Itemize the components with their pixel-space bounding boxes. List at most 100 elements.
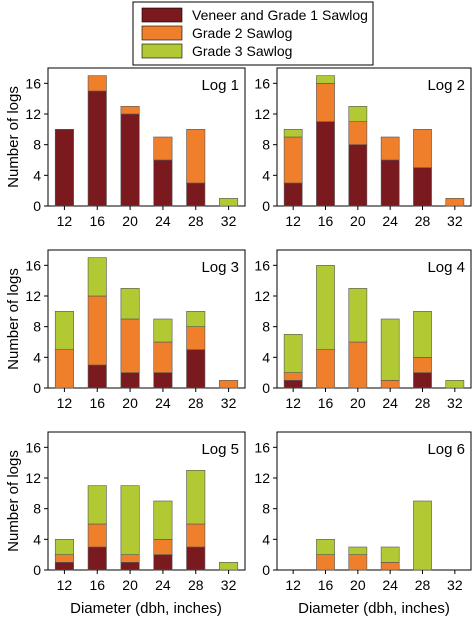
legend-label-grade2: Grade 2 Sawlog [192, 25, 292, 41]
panel-log-1: 12 16 20 24 28 32 0 4 8 12 16 Log 1 [25, 67, 246, 229]
x-tick-label: 16 [89, 213, 105, 229]
bar-grade-3-sawlog-20 [120, 288, 140, 320]
bar-grade-2-sawlog-16 [87, 295, 107, 366]
bar-veneer-and-grade-1-sawlog-28 [413, 372, 432, 389]
legend-swatch-grade3 [141, 43, 183, 59]
bar-grade-3-sawlog-12 [54, 311, 74, 350]
y-tick-label: 0 [33, 198, 41, 214]
bar-veneer-and-grade-1-sawlog-24 [153, 159, 173, 207]
x-tick-label: 32 [221, 213, 237, 229]
bar-grade-2-sawlog-16 [87, 523, 107, 548]
x-tick-label: 12 [285, 577, 301, 593]
y-tick-label: 16 [25, 75, 41, 91]
y-tick-label: 8 [33, 319, 41, 335]
bar-grade-2-sawlog-28 [186, 523, 206, 548]
bar-grade-3-sawlog-12 [283, 129, 303, 138]
y-tick-label: 0 [262, 380, 270, 396]
bar-grade-3-sawlog-32 [445, 380, 465, 389]
x-tick-label: 32 [447, 213, 463, 229]
y-tick-label: 4 [33, 167, 41, 183]
bar-veneer-and-grade-1-sawlog-28 [413, 167, 432, 207]
x-tick-label: 20 [350, 577, 366, 593]
bar-grade-3-sawlog-24 [153, 500, 173, 540]
x-tick-label: 28 [188, 213, 204, 229]
plot-frame [276, 249, 472, 389]
bar-veneer-and-grade-1-sawlog-24 [153, 372, 173, 389]
bar-grade-3-sawlog-24 [380, 546, 400, 563]
bar-grade-2-sawlog-12 [283, 136, 303, 184]
y-tick-label: 4 [262, 531, 270, 547]
bar-grade-3-sawlog-16 [87, 257, 107, 297]
bar-grade-2-sawlog-24 [153, 136, 173, 161]
x-tick-label: 24 [155, 395, 171, 411]
x-tick-label: 32 [221, 577, 237, 593]
bar-grade-2-sawlog-28 [413, 129, 432, 168]
y-tick-label: 16 [25, 257, 41, 273]
bar-grade-2-sawlog-24 [380, 380, 400, 389]
bar-grade-3-sawlog-20 [348, 106, 368, 122]
bar-grade-3-sawlog-32 [219, 562, 239, 571]
bar-grade-3-sawlog-20 [348, 288, 368, 343]
bar-grade-3-sawlog-28 [186, 470, 206, 525]
bar-grade-2-sawlog-28 [413, 357, 432, 373]
bar-grade-3-sawlog-16 [316, 539, 335, 555]
y-tick-label: 0 [33, 380, 41, 396]
bar-grade-2-sawlog-24 [380, 562, 400, 571]
bar-grade-3-sawlog-12 [54, 539, 74, 555]
y-tick-label: 8 [262, 319, 270, 335]
x-tick-label: 24 [382, 213, 398, 229]
y-tick-label: 0 [33, 562, 41, 578]
x-tick-label: 16 [89, 395, 105, 411]
legend: Veneer and Grade 1 Sawlog Grade 2 Sawlog… [132, 1, 374, 66]
bar-grade-3-sawlog-24 [380, 318, 400, 381]
x-tick-label: 32 [447, 577, 463, 593]
x-tick-label: 12 [57, 213, 73, 229]
y-tick-label: 4 [33, 349, 41, 365]
x-tick-label: 28 [415, 577, 431, 593]
plot-frame [276, 431, 472, 571]
bar-grade-2-sawlog-24 [380, 136, 400, 161]
y-tick-label: 0 [262, 198, 270, 214]
bar-grade-2-sawlog-12 [54, 554, 74, 563]
x-axis-label: Diameter (dbh, inches) [70, 600, 222, 617]
panel-title: Log 4 [427, 259, 465, 276]
x-tick-label: 24 [155, 213, 171, 229]
bar-grade-3-sawlog-12 [283, 334, 303, 373]
bar-grade-2-sawlog-32 [219, 380, 239, 389]
bar-grade-2-sawlog-20 [120, 106, 140, 115]
bar-grade-2-sawlog-24 [153, 341, 173, 373]
plot-frame [47, 431, 246, 571]
bar-grade-2-sawlog-16 [316, 349, 335, 389]
legend-label-grade3: Grade 3 Sawlog [192, 43, 292, 59]
panel-title: Log 1 [201, 77, 239, 94]
y-tick-label: 12 [25, 106, 41, 122]
panel-log-6: 12 16 20 24 28 32 0 4 8 12 16 Log 6 [254, 431, 472, 593]
bar-grade-2-sawlog-20 [120, 554, 140, 563]
y-tick-label: 8 [33, 501, 41, 517]
panel-title: Log 5 [201, 441, 239, 458]
bar-veneer-and-grade-1-sawlog-28 [186, 182, 206, 207]
bar-veneer-and-grade-1-sawlog-16 [87, 364, 107, 389]
x-tick-label: 16 [318, 213, 334, 229]
bar-veneer-and-grade-1-sawlog-16 [87, 546, 107, 571]
x-tick-label: 12 [285, 395, 301, 411]
y-axis-label: Number of logs [5, 268, 22, 370]
bar-veneer-and-grade-1-sawlog-20 [348, 144, 368, 207]
bar-grade-2-sawlog-20 [348, 341, 368, 389]
bar-grade-3-sawlog-20 [120, 485, 140, 555]
bar-grade-2-sawlog-28 [186, 129, 206, 184]
bar-veneer-and-grade-1-sawlog-20 [120, 372, 140, 389]
panel-log-3: 12 16 20 24 28 32 0 4 8 12 16 Log 3 [25, 249, 246, 411]
y-tick-label: 12 [25, 470, 41, 486]
bar-grade-2-sawlog-20 [120, 318, 140, 373]
bar-grade-2-sawlog-20 [348, 121, 368, 145]
bar-veneer-and-grade-1-sawlog-24 [153, 554, 173, 571]
bar-grade-2-sawlog-12 [283, 372, 303, 381]
y-axis-label: Number of logs [5, 450, 22, 552]
bar-veneer-and-grade-1-sawlog-12 [54, 562, 74, 571]
y-tick-label: 16 [254, 439, 270, 455]
bar-grade-3-sawlog-16 [316, 75, 335, 84]
y-tick-label: 4 [33, 531, 41, 547]
